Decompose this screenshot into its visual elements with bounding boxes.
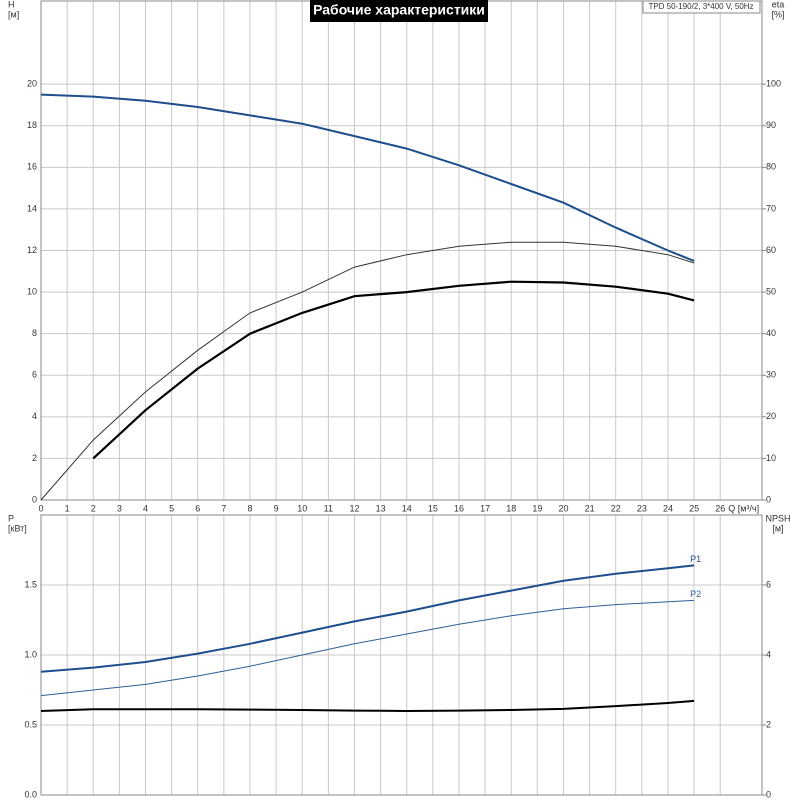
- x-tick-label: 11: [324, 503, 333, 513]
- y2-axis-label: eta: [772, 0, 785, 9]
- x-tick-label: 20: [558, 503, 568, 513]
- plot-frame: [40, 514, 763, 796]
- x-tick-label: 22: [611, 503, 621, 513]
- x-tick-label: 14: [402, 503, 412, 513]
- y2-tick-label: 30: [766, 370, 776, 380]
- curve: [40, 599, 695, 697]
- x-tick-label: 5: [169, 503, 174, 513]
- x-tick-label: 17: [480, 503, 490, 513]
- x-tick-label: 7: [221, 503, 226, 513]
- x-tick-label: 21: [585, 503, 595, 513]
- y-axis-label: [м]: [8, 9, 19, 19]
- y2-tick-label: 40: [766, 328, 776, 338]
- y2-tick-label: 2: [766, 719, 771, 729]
- y2-axis-label: NPSH: [765, 513, 790, 523]
- y-tick-label: 14: [27, 203, 37, 213]
- x-tick-label: 3: [117, 503, 122, 513]
- y2-tick-label: 70: [766, 203, 776, 213]
- y2-tick-label: 0: [766, 789, 771, 799]
- y2-tick-label: 6: [766, 579, 771, 589]
- y-tick-label: 20: [27, 79, 37, 89]
- y2-tick-label: 50: [766, 286, 776, 296]
- y2-tick-label: 0: [766, 494, 771, 504]
- y-axis-label: P: [8, 513, 14, 523]
- x-tick-label: 0: [38, 503, 43, 513]
- y-tick-label: 0.5: [24, 719, 37, 729]
- curve-label: P1: [690, 554, 701, 564]
- title-box: [310, 0, 488, 22]
- y2-tick-label: 20: [766, 411, 776, 421]
- y-tick-label: 8: [32, 328, 37, 338]
- x-tick-label: 9: [274, 503, 279, 513]
- plot-layer: 0 1 2 3 4 5 6 7 8 9 10 11 12 13 14 15 16 17 18 19 20 21 22 23 24…: [8, 0, 791, 799]
- y-tick-label: 6: [32, 370, 37, 380]
- y-tick-label: 12: [27, 245, 37, 255]
- y2-axis-label: [м]: [772, 523, 783, 533]
- y-tick-label: 18: [27, 120, 37, 130]
- x-tick-label: 6: [195, 503, 200, 513]
- x-tick-label: 4: [143, 503, 148, 513]
- chart-title: Рабочие характеристики: [313, 2, 485, 18]
- y2-tick-label: 60: [766, 245, 776, 255]
- x-tick-label: 25: [689, 503, 699, 513]
- x-tick-label: 8: [247, 503, 252, 513]
- x-tick-label: 19: [532, 503, 542, 513]
- x-tick-label: 10: [297, 503, 307, 513]
- subtitle-box: [642, 0, 761, 14]
- y-axis-label: H: [8, 0, 15, 9]
- y-tick-label: 2: [32, 453, 37, 463]
- x-tick-label: 13: [376, 503, 386, 513]
- x-tick-label: 12: [349, 503, 359, 513]
- curve: [40, 699, 695, 713]
- x-tick-label: 15: [428, 503, 438, 513]
- y2-tick-label: 100: [766, 79, 781, 89]
- x-tick-label: 1: [65, 503, 70, 513]
- y2-tick-label: 90: [766, 120, 776, 130]
- x-tick-label: 24: [663, 503, 673, 513]
- y-tick-label: 10: [27, 286, 37, 296]
- y2-tick-label: 4: [766, 649, 771, 659]
- curve: [92, 280, 695, 460]
- y-tick-label: 0: [32, 494, 37, 504]
- y2-tick-label: 80: [766, 162, 776, 172]
- y-axis-label: [кВт]: [8, 523, 27, 533]
- curve: [40, 93, 695, 262]
- y2-axis-label: [%]: [771, 9, 784, 19]
- subtitle: TPD 50-190/2, 3*400 V, 50Hz: [648, 2, 753, 11]
- y-tick-label: 16: [27, 162, 37, 172]
- x-tick-label: 18: [506, 503, 516, 513]
- curve: [40, 241, 695, 501]
- y-tick-label: 4: [32, 411, 37, 421]
- y2-tick-label: 10: [766, 453, 776, 463]
- curve: [40, 564, 695, 673]
- curve-label: P2: [690, 589, 701, 599]
- x-tick-label: 16: [454, 503, 464, 513]
- y-tick-label: 1.0: [24, 649, 37, 659]
- x-tick-label: 26: [715, 503, 725, 513]
- x-axis-label: Q [м³/ч]: [728, 503, 759, 513]
- y-tick-label: 0.0: [24, 789, 37, 799]
- x-tick-label: 2: [91, 503, 96, 513]
- y-tick-label: 1.5: [24, 579, 37, 589]
- x-tick-label: 23: [637, 503, 647, 513]
